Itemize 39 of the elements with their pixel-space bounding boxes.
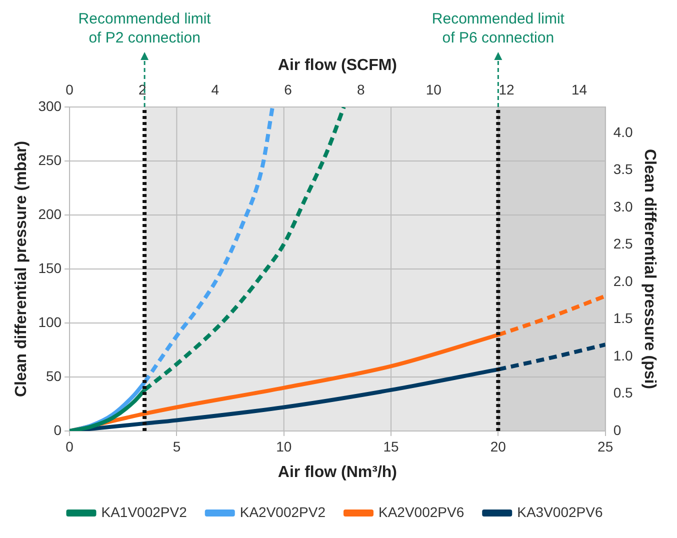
y2-tick-label: 1.0 xyxy=(613,347,634,364)
y2-tick-label: 0 xyxy=(613,422,622,438)
x2-tick-label: 4 xyxy=(211,81,220,98)
y2-tick-label: 4.0 xyxy=(613,124,634,140)
y-tick-label: 200 xyxy=(38,206,62,222)
y2-tick-label: 0.5 xyxy=(613,384,634,401)
x2-tick-label: 0 xyxy=(66,81,74,98)
y-tick-label: 100 xyxy=(38,314,62,330)
x-tick-label: 0 xyxy=(66,438,74,454)
y2-tick-label: 2.0 xyxy=(613,272,634,289)
x-axis-title: Air flow (Nm³/h) xyxy=(278,464,397,481)
x2-tick-label: 14 xyxy=(572,81,588,98)
y-tick-label: 150 xyxy=(38,260,62,276)
y2-tick-label: 3.0 xyxy=(613,198,634,214)
legend-label: KA2V002PV6 xyxy=(378,504,464,520)
y-tick-label: 300 xyxy=(38,98,62,114)
x2-tick-label: 6 xyxy=(284,81,292,98)
x2-tick-label: 8 xyxy=(356,81,365,98)
x2-axis-title: Air flow (SCFM) xyxy=(278,57,397,74)
y2-axis-title: Clean differential pressure (psi) xyxy=(640,148,658,390)
ref-line-label: Recommended limit of P6 connection xyxy=(432,10,566,47)
x2-tick-label: 10 xyxy=(426,81,442,98)
y-tick-label: 250 xyxy=(38,152,62,168)
x2-tick-label: 12 xyxy=(498,81,514,98)
y-tick-label: 50 xyxy=(46,368,62,384)
legend-label: KA3V002PV6 xyxy=(517,504,603,520)
y-axis-title: Clean differential pressure (mbar) xyxy=(13,140,30,398)
legend-label: KA2V002PV2 xyxy=(240,504,326,520)
y2-tick-label: 1.5 xyxy=(613,310,634,326)
ref-line-label: Recommended limit of P2 connection xyxy=(78,10,212,47)
y-tick-label: 0 xyxy=(54,422,62,438)
x-tick-label: 25 xyxy=(598,438,614,454)
y2-tick-label: 2.5 xyxy=(613,236,634,252)
x-tick-label: 5 xyxy=(172,438,181,454)
x-tick-label: 15 xyxy=(383,438,400,454)
x-tick-label: 10 xyxy=(276,438,292,454)
x-tick-label: 20 xyxy=(490,438,506,454)
y2-tick-label: 3.5 xyxy=(613,161,634,178)
legend-label: KA1V002PV2 xyxy=(101,504,188,520)
